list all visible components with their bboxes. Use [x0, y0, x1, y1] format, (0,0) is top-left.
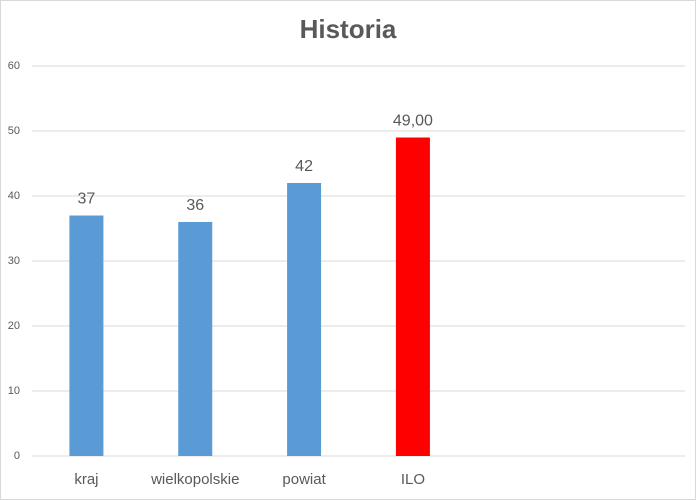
bar — [69, 215, 104, 456]
bar — [287, 183, 322, 456]
y-tick-label: 60 — [8, 60, 20, 72]
value-label: 37 — [78, 191, 96, 208]
value-label: 36 — [186, 197, 204, 214]
chart-title: Historia — [300, 14, 397, 44]
y-tick-label: 10 — [8, 385, 20, 397]
y-tick-label: 40 — [8, 190, 20, 202]
x-tick-label: kraj — [74, 471, 98, 488]
x-tick-label: ILO — [401, 471, 425, 488]
y-tick-label: 20 — [8, 320, 20, 332]
x-tick-label: wielkopolskie — [150, 471, 239, 488]
bar — [395, 137, 430, 456]
bar — [178, 222, 213, 456]
x-tick-label: powiat — [282, 471, 326, 488]
y-tick-label: 30 — [8, 255, 20, 267]
y-tick-label: 50 — [8, 125, 20, 137]
value-label: 49,00 — [393, 113, 433, 130]
value-label: 42 — [295, 158, 313, 175]
y-tick-label: 0 — [14, 450, 20, 462]
